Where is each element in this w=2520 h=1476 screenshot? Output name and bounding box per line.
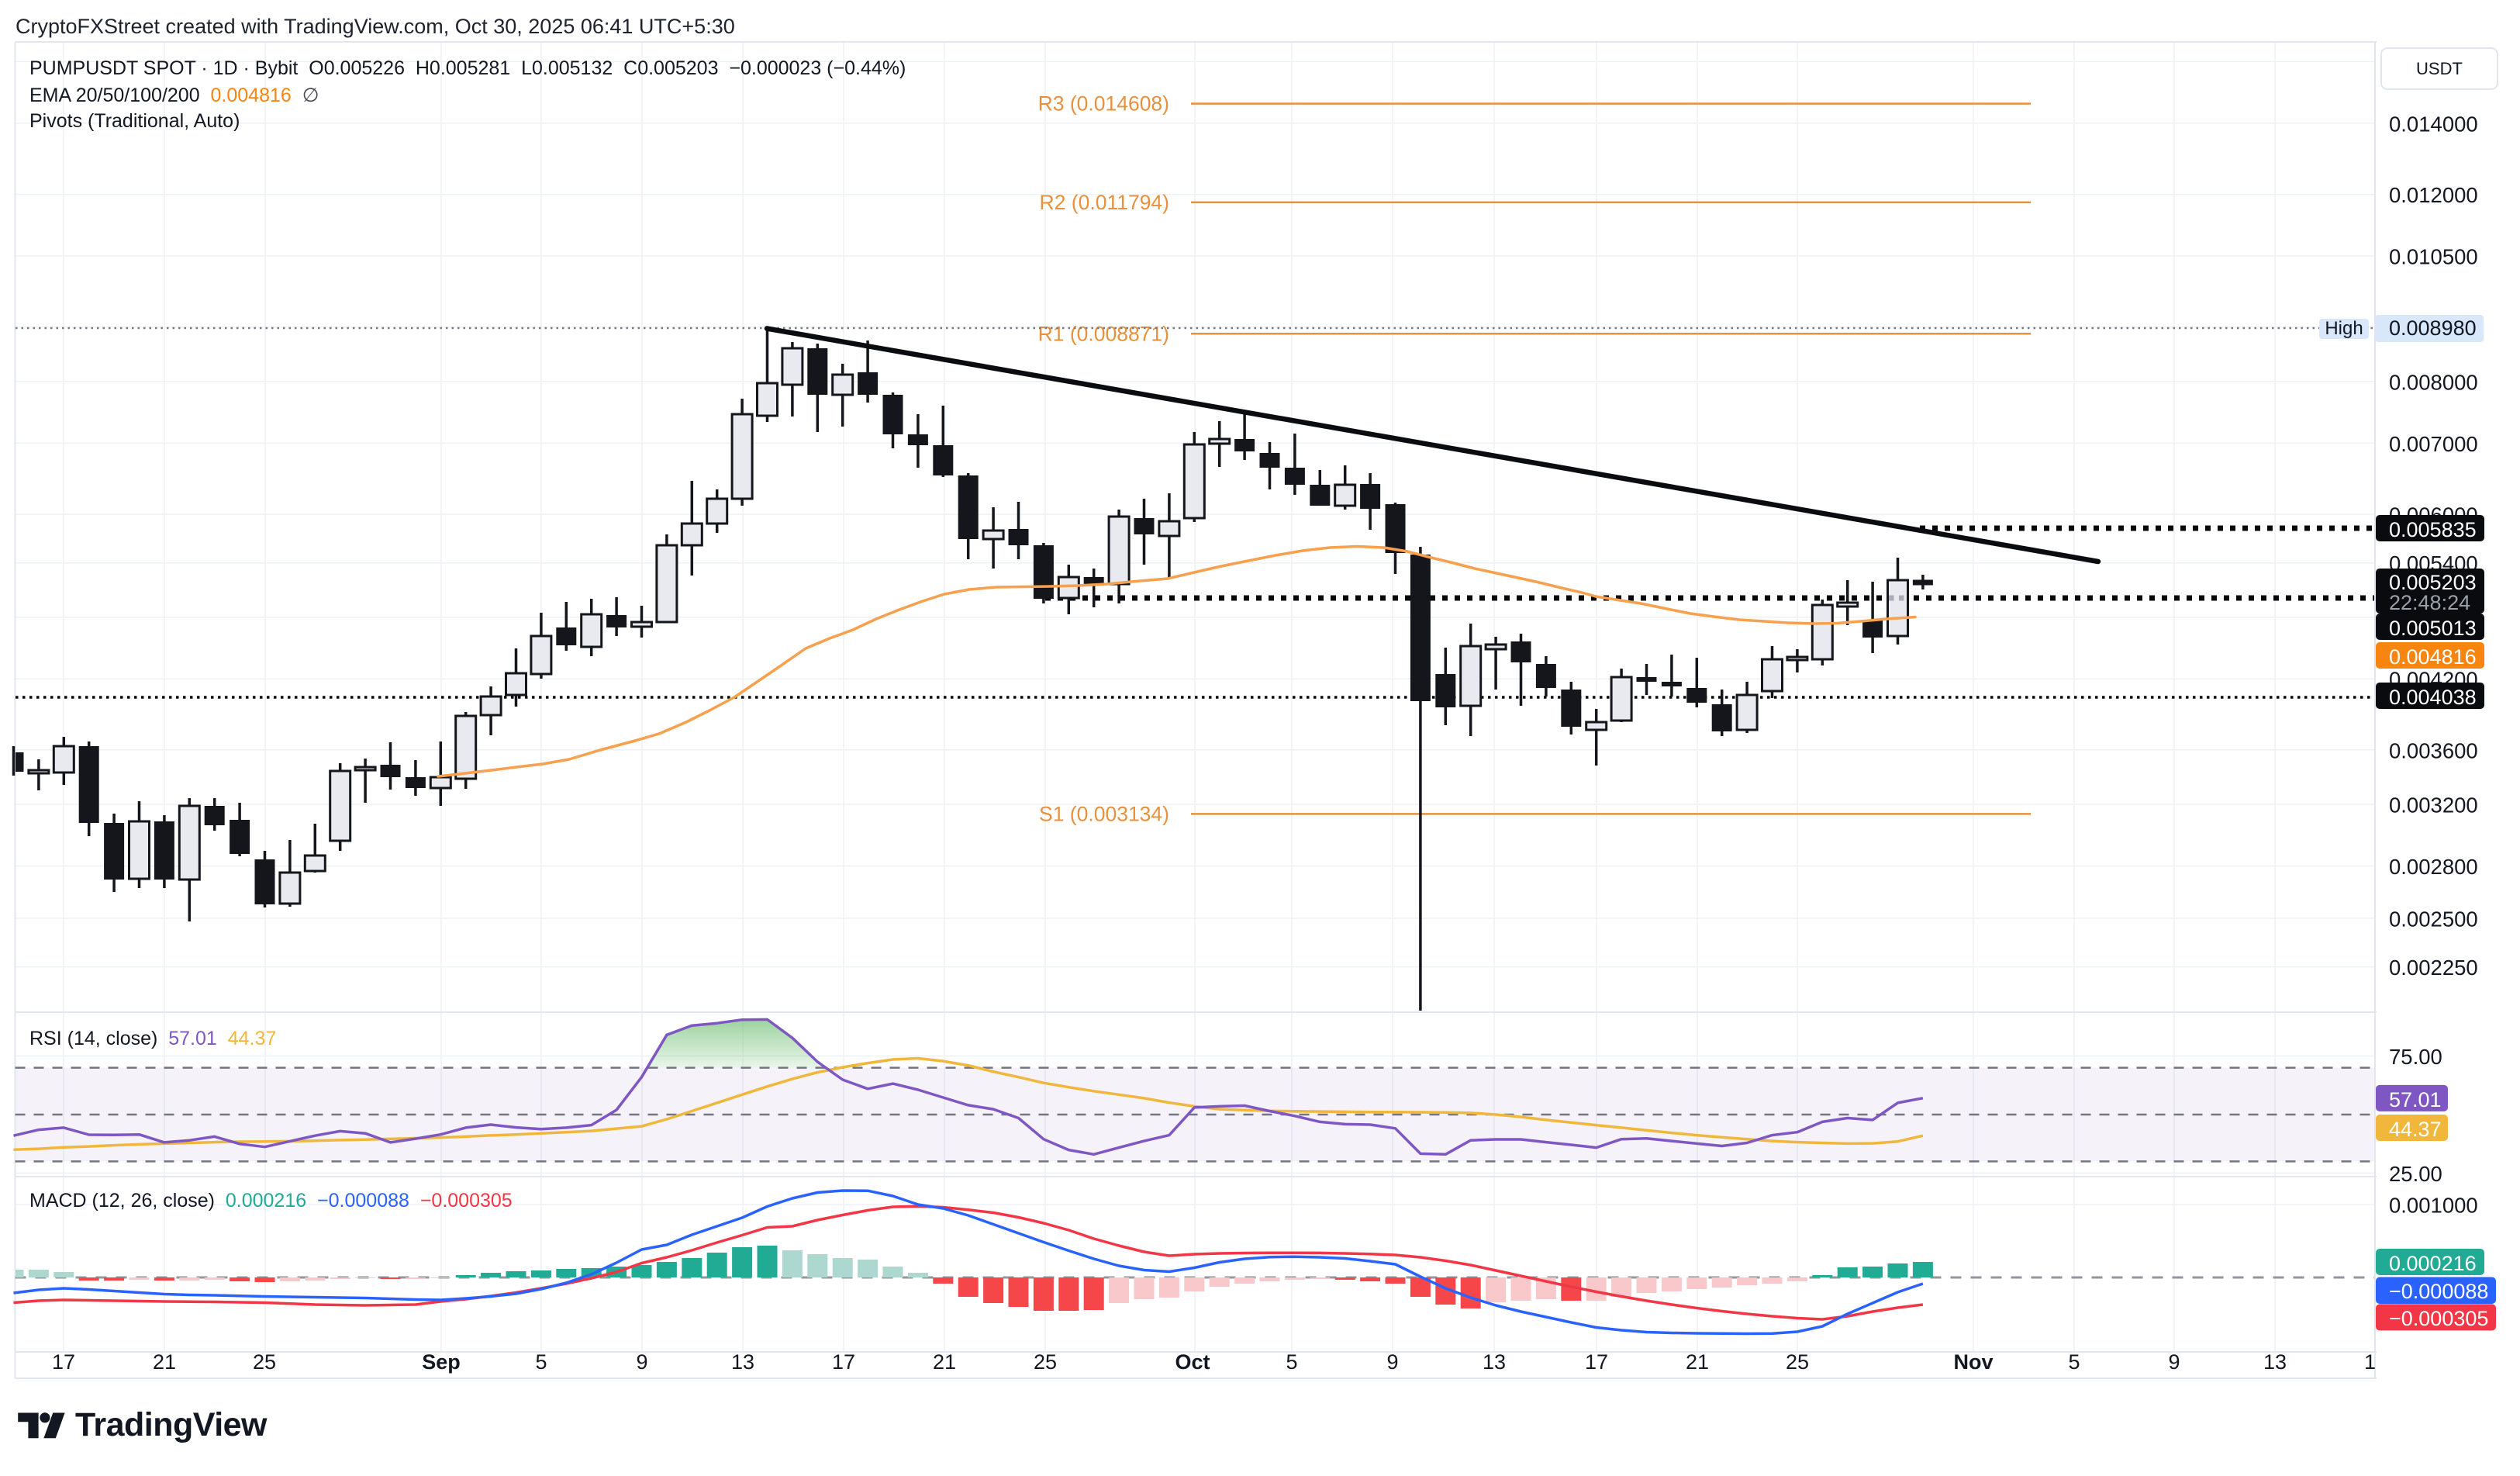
svg-text:13: 13 [1483, 1350, 1506, 1374]
svg-text:25: 25 [1786, 1350, 1809, 1374]
svg-text:21: 21 [1686, 1350, 1709, 1374]
svg-text:0.004038: 0.004038 [2389, 686, 2477, 709]
svg-text:25: 25 [1034, 1350, 1057, 1374]
svg-text:5: 5 [2068, 1350, 2080, 1374]
svg-text:0.008000: 0.008000 [2389, 370, 2478, 394]
svg-text:−0.000088: −0.000088 [2389, 1280, 2488, 1303]
svg-text:PUMPUSDT SPOT · 1D · Bybit O0: PUMPUSDT SPOT · 1D · Bybit O0.005226 H0.… [29, 57, 906, 79]
svg-text:High: High [2325, 318, 2363, 339]
svg-text:0.000216: 0.000216 [2389, 1252, 2477, 1275]
svg-text:0.008980: 0.008980 [2389, 316, 2477, 340]
svg-text:44.37: 44.37 [2389, 1118, 2442, 1141]
svg-text:0.003600: 0.003600 [2389, 738, 2478, 762]
svg-text:57.01: 57.01 [2389, 1088, 2442, 1111]
svg-text:CryptoFXStreet created with Tr: CryptoFXStreet created with TradingView.… [16, 15, 735, 38]
svg-text:R2 (0.011794): R2 (0.011794) [1040, 191, 1169, 214]
svg-text:0.007000: 0.007000 [2389, 432, 2478, 456]
svg-text:Sep: Sep [422, 1350, 461, 1374]
svg-text:9: 9 [1386, 1350, 1398, 1374]
svg-text:75.00: 75.00 [2389, 1045, 2442, 1069]
svg-text:Oct: Oct [1175, 1350, 1210, 1374]
svg-text:22:48:24: 22:48:24 [2389, 591, 2470, 614]
svg-text:5: 5 [1286, 1350, 1297, 1374]
svg-text:R3 (0.014608): R3 (0.014608) [1038, 92, 1169, 116]
svg-text:25: 25 [253, 1350, 276, 1374]
svg-text:5: 5 [535, 1350, 547, 1374]
svg-text:21: 21 [153, 1350, 176, 1374]
svg-text:9: 9 [2168, 1350, 2180, 1374]
svg-text:USDT: USDT [2416, 59, 2463, 78]
svg-text:0.010500: 0.010500 [2389, 245, 2478, 269]
svg-text:17: 17 [832, 1350, 855, 1374]
svg-text:0.003200: 0.003200 [2389, 793, 2478, 818]
svg-text:0.005835: 0.005835 [2389, 518, 2477, 541]
svg-text:0.004816: 0.004816 [2389, 645, 2477, 669]
svg-text:0.001000: 0.001000 [2389, 1194, 2478, 1218]
svg-text:0.002500: 0.002500 [2389, 907, 2478, 931]
svg-text:S1 (0.003134): S1 (0.003134) [1039, 802, 1169, 825]
svg-text:0.002250: 0.002250 [2389, 956, 2478, 980]
svg-text:21: 21 [933, 1350, 956, 1374]
svg-text:13: 13 [731, 1350, 754, 1374]
svg-text:0.005203: 0.005203 [2389, 571, 2477, 594]
svg-text:Nov: Nov [1953, 1350, 1993, 1374]
svg-text:TradingView: TradingView [75, 1406, 268, 1443]
svg-text:25.00: 25.00 [2389, 1162, 2442, 1186]
svg-text:0.012000: 0.012000 [2389, 183, 2478, 207]
svg-text:9: 9 [636, 1350, 647, 1374]
svg-text:EMA 20/50/100/200 0.004816 ∅: EMA 20/50/100/200 0.004816 ∅ [29, 85, 319, 106]
svg-text:0.014000: 0.014000 [2389, 112, 2478, 136]
svg-text:Pivots (Traditional, Auto): Pivots (Traditional, Auto) [29, 110, 240, 132]
svg-text:17: 17 [52, 1350, 75, 1374]
svg-text:13: 13 [2263, 1350, 2287, 1374]
svg-text:MACD (12, 26, close) 0.000216: MACD (12, 26, close) 0.000216 −0.000088 … [29, 1190, 513, 1212]
svg-text:RSI (14, close) 57.01 44.37: RSI (14, close) 57.01 44.37 [29, 1028, 276, 1049]
svg-text:0.005013: 0.005013 [2389, 617, 2477, 640]
svg-text:0.002800: 0.002800 [2389, 855, 2478, 879]
svg-text:R1 (0.008871): R1 (0.008871) [1038, 322, 1169, 345]
svg-text:17: 17 [1585, 1350, 1608, 1374]
svg-text:−0.000305: −0.000305 [2389, 1307, 2488, 1330]
svg-text:17: 17 [2364, 1350, 2387, 1374]
